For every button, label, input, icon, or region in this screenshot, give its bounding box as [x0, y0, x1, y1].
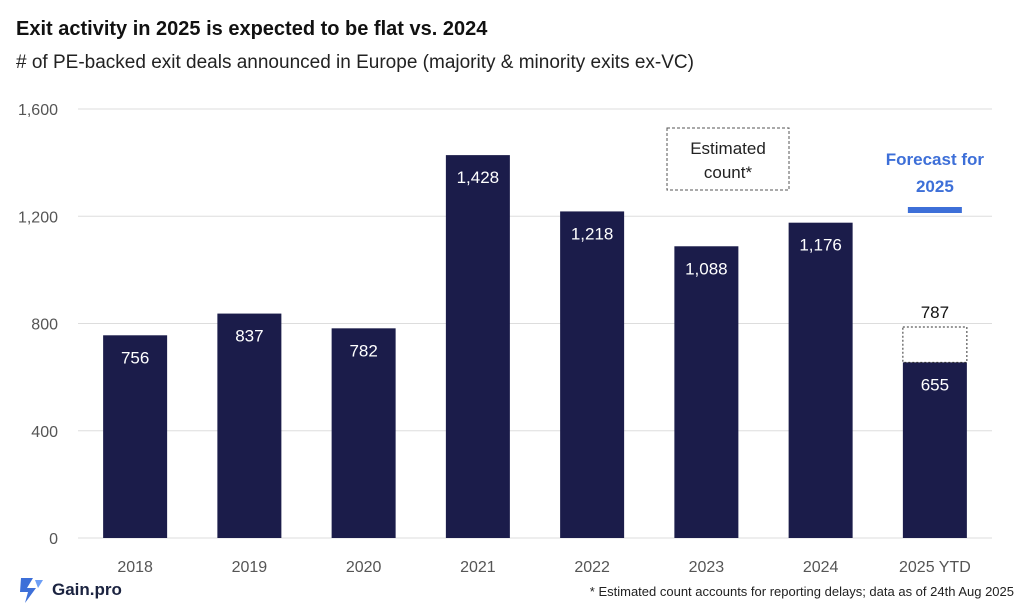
chart-subtitle: # of PE-backed exit deals announced in E… — [16, 52, 694, 73]
x-tick-label: 2020 — [346, 559, 382, 576]
y-tick-label: 1,600 — [18, 102, 58, 119]
bar — [560, 211, 625, 538]
bar-value-label: 782 — [349, 341, 377, 360]
y-tick-label: 400 — [31, 424, 58, 441]
x-tick-label: 2024 — [803, 559, 839, 576]
brand-name: Gain.pro — [52, 580, 122, 599]
bar-value-label: 655 — [921, 375, 949, 394]
bar — [331, 328, 396, 538]
x-tick-label: 2021 — [460, 559, 496, 576]
x-tick-label: 2018 — [117, 559, 153, 576]
forecast-label-line2: 2025 — [916, 177, 954, 196]
footnote: * Estimated count accounts for reporting… — [589, 584, 1014, 599]
estimated-bar-extension — [902, 326, 968, 363]
gain-pro-logo-icon — [20, 578, 43, 603]
estimated-value-label: 787 — [921, 303, 949, 322]
bar-value-label: 1,428 — [457, 168, 500, 187]
y-tick-label: 800 — [31, 317, 58, 334]
x-tick-label: 2025 YTD — [899, 559, 971, 576]
bar — [217, 313, 282, 538]
forecast-underline — [907, 207, 962, 213]
bar — [902, 362, 967, 538]
bar-value-label: 837 — [235, 327, 263, 346]
estimated-legend-line2: count* — [704, 163, 753, 182]
bar-value-label: 1,218 — [571, 224, 614, 243]
forecast-label-line1: Forecast for — [886, 150, 985, 169]
x-tick-label: 2022 — [574, 559, 610, 576]
bar — [674, 246, 739, 538]
bar — [445, 155, 510, 538]
brand-logo: Gain.pro — [16, 575, 122, 605]
x-tick-label: 2023 — [689, 559, 725, 576]
bar — [103, 335, 168, 538]
y-tick-label: 0 — [49, 531, 58, 548]
y-tick-label: 1,200 — [18, 209, 58, 226]
estimated-legend-box — [666, 127, 790, 191]
bar-value-label: 756 — [121, 348, 149, 367]
x-tick-label: 2019 — [232, 559, 268, 576]
bar — [788, 222, 853, 538]
bar-value-label: 1,176 — [799, 236, 842, 255]
estimated-legend-line1: Estimated — [690, 139, 766, 158]
bar-value-label: 1,088 — [685, 259, 728, 278]
chart-title: Exit activity in 2025 is expected to be … — [16, 18, 488, 40]
